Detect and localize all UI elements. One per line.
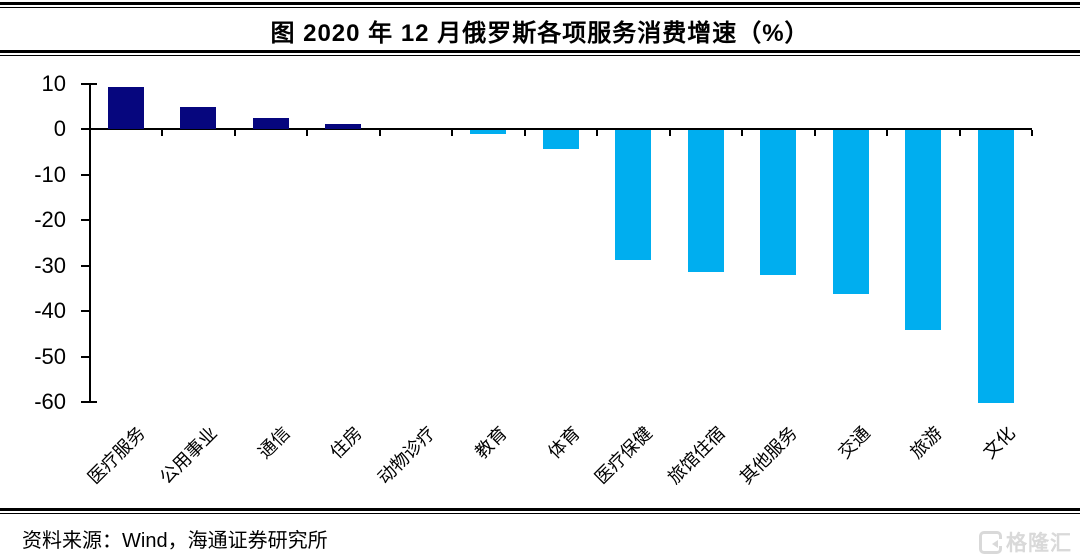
x-axis-tick [161,130,163,136]
top-border-thin [0,7,1080,8]
top-border-thick [0,2,1080,5]
y-axis-tick [81,264,89,267]
y-axis-tick [81,173,89,176]
bar [615,130,652,261]
bar [905,130,942,331]
y-axis-label: -60 [34,389,66,414]
x-category-label: 文化 [979,422,1019,463]
x-axis-tick [886,130,888,136]
y-axis-label: -40 [34,298,66,323]
bar [107,87,144,129]
x-category-label: 医疗保健 [591,422,657,488]
y-axis-tick [81,82,97,85]
footer-border-thick [0,508,1080,511]
x-axis-line [89,128,1032,130]
x-category-label: 交通 [834,422,874,463]
x-category-label: 公用事业 [156,422,222,488]
y-axis-label: 0 [53,116,66,141]
x-axis-tick [451,130,453,136]
y-axis-tick [81,219,89,221]
bar-chart: 10 0 -10 -20 -30 -40 -50 -60 医疗服务 公用事业 通信 住房 动物诊疗 教育体… [34,70,1033,488]
y-axis-label: -10 [34,161,66,187]
bar [687,130,724,272]
source-text: 资料来源：Wind，海通证券研究所 [22,530,328,552]
x-axis-tick [306,130,308,136]
x-axis-tick [668,130,671,136]
bar [325,123,362,129]
bar [977,130,1014,404]
y-axis-label: -50 [34,343,66,369]
y-axis-label: -20 [34,207,66,232]
x-axis-tick [523,130,526,136]
y-axis-tick [81,128,89,130]
x-axis-tick [1031,130,1033,136]
gelonghui-logo-icon [979,530,1003,554]
page-title: 图 2020 年 12 月俄罗斯各项服务消费增速（%） [270,20,810,47]
x-category-label: 旅游 [906,422,947,463]
bar [760,130,797,276]
y-axis-tick [81,310,89,312]
x-category-label: 住房 [326,422,367,463]
footer-border-thin [0,513,1080,514]
title-underline-thick [0,50,1080,53]
y-axis-label: 10 [41,70,66,96]
x-axis-tick [233,130,236,136]
x-category-label: 通信 [254,422,294,463]
x-category-label: 医疗服务 [83,422,149,488]
x-axis-tick [741,130,743,136]
bar [252,118,289,129]
x-category-label: 体育 [544,422,584,463]
x-axis-tick [596,130,598,136]
x-category-label: 动物诊疗 [373,422,439,488]
bar [542,130,579,150]
x-axis-tick [813,130,816,136]
y-axis-line [89,83,91,403]
bar [470,130,507,135]
bar [832,130,869,295]
title-underline-thin [0,55,1080,56]
y-axis-label: -30 [34,252,66,278]
y-axis-tick [81,401,97,403]
x-category-label: 教育 [471,422,512,463]
y-axis-tick [81,355,89,358]
x-axis-tick [958,130,961,136]
bar [180,107,217,129]
x-category-label: 其他服务 [736,422,802,488]
gelonghui-logo-text: 格隆汇 [1006,532,1072,555]
x-axis-tick [378,130,381,136]
x-category-label: 旅馆住宿 [663,422,729,488]
gelonghui-logo: 格隆汇 [979,527,1072,557]
